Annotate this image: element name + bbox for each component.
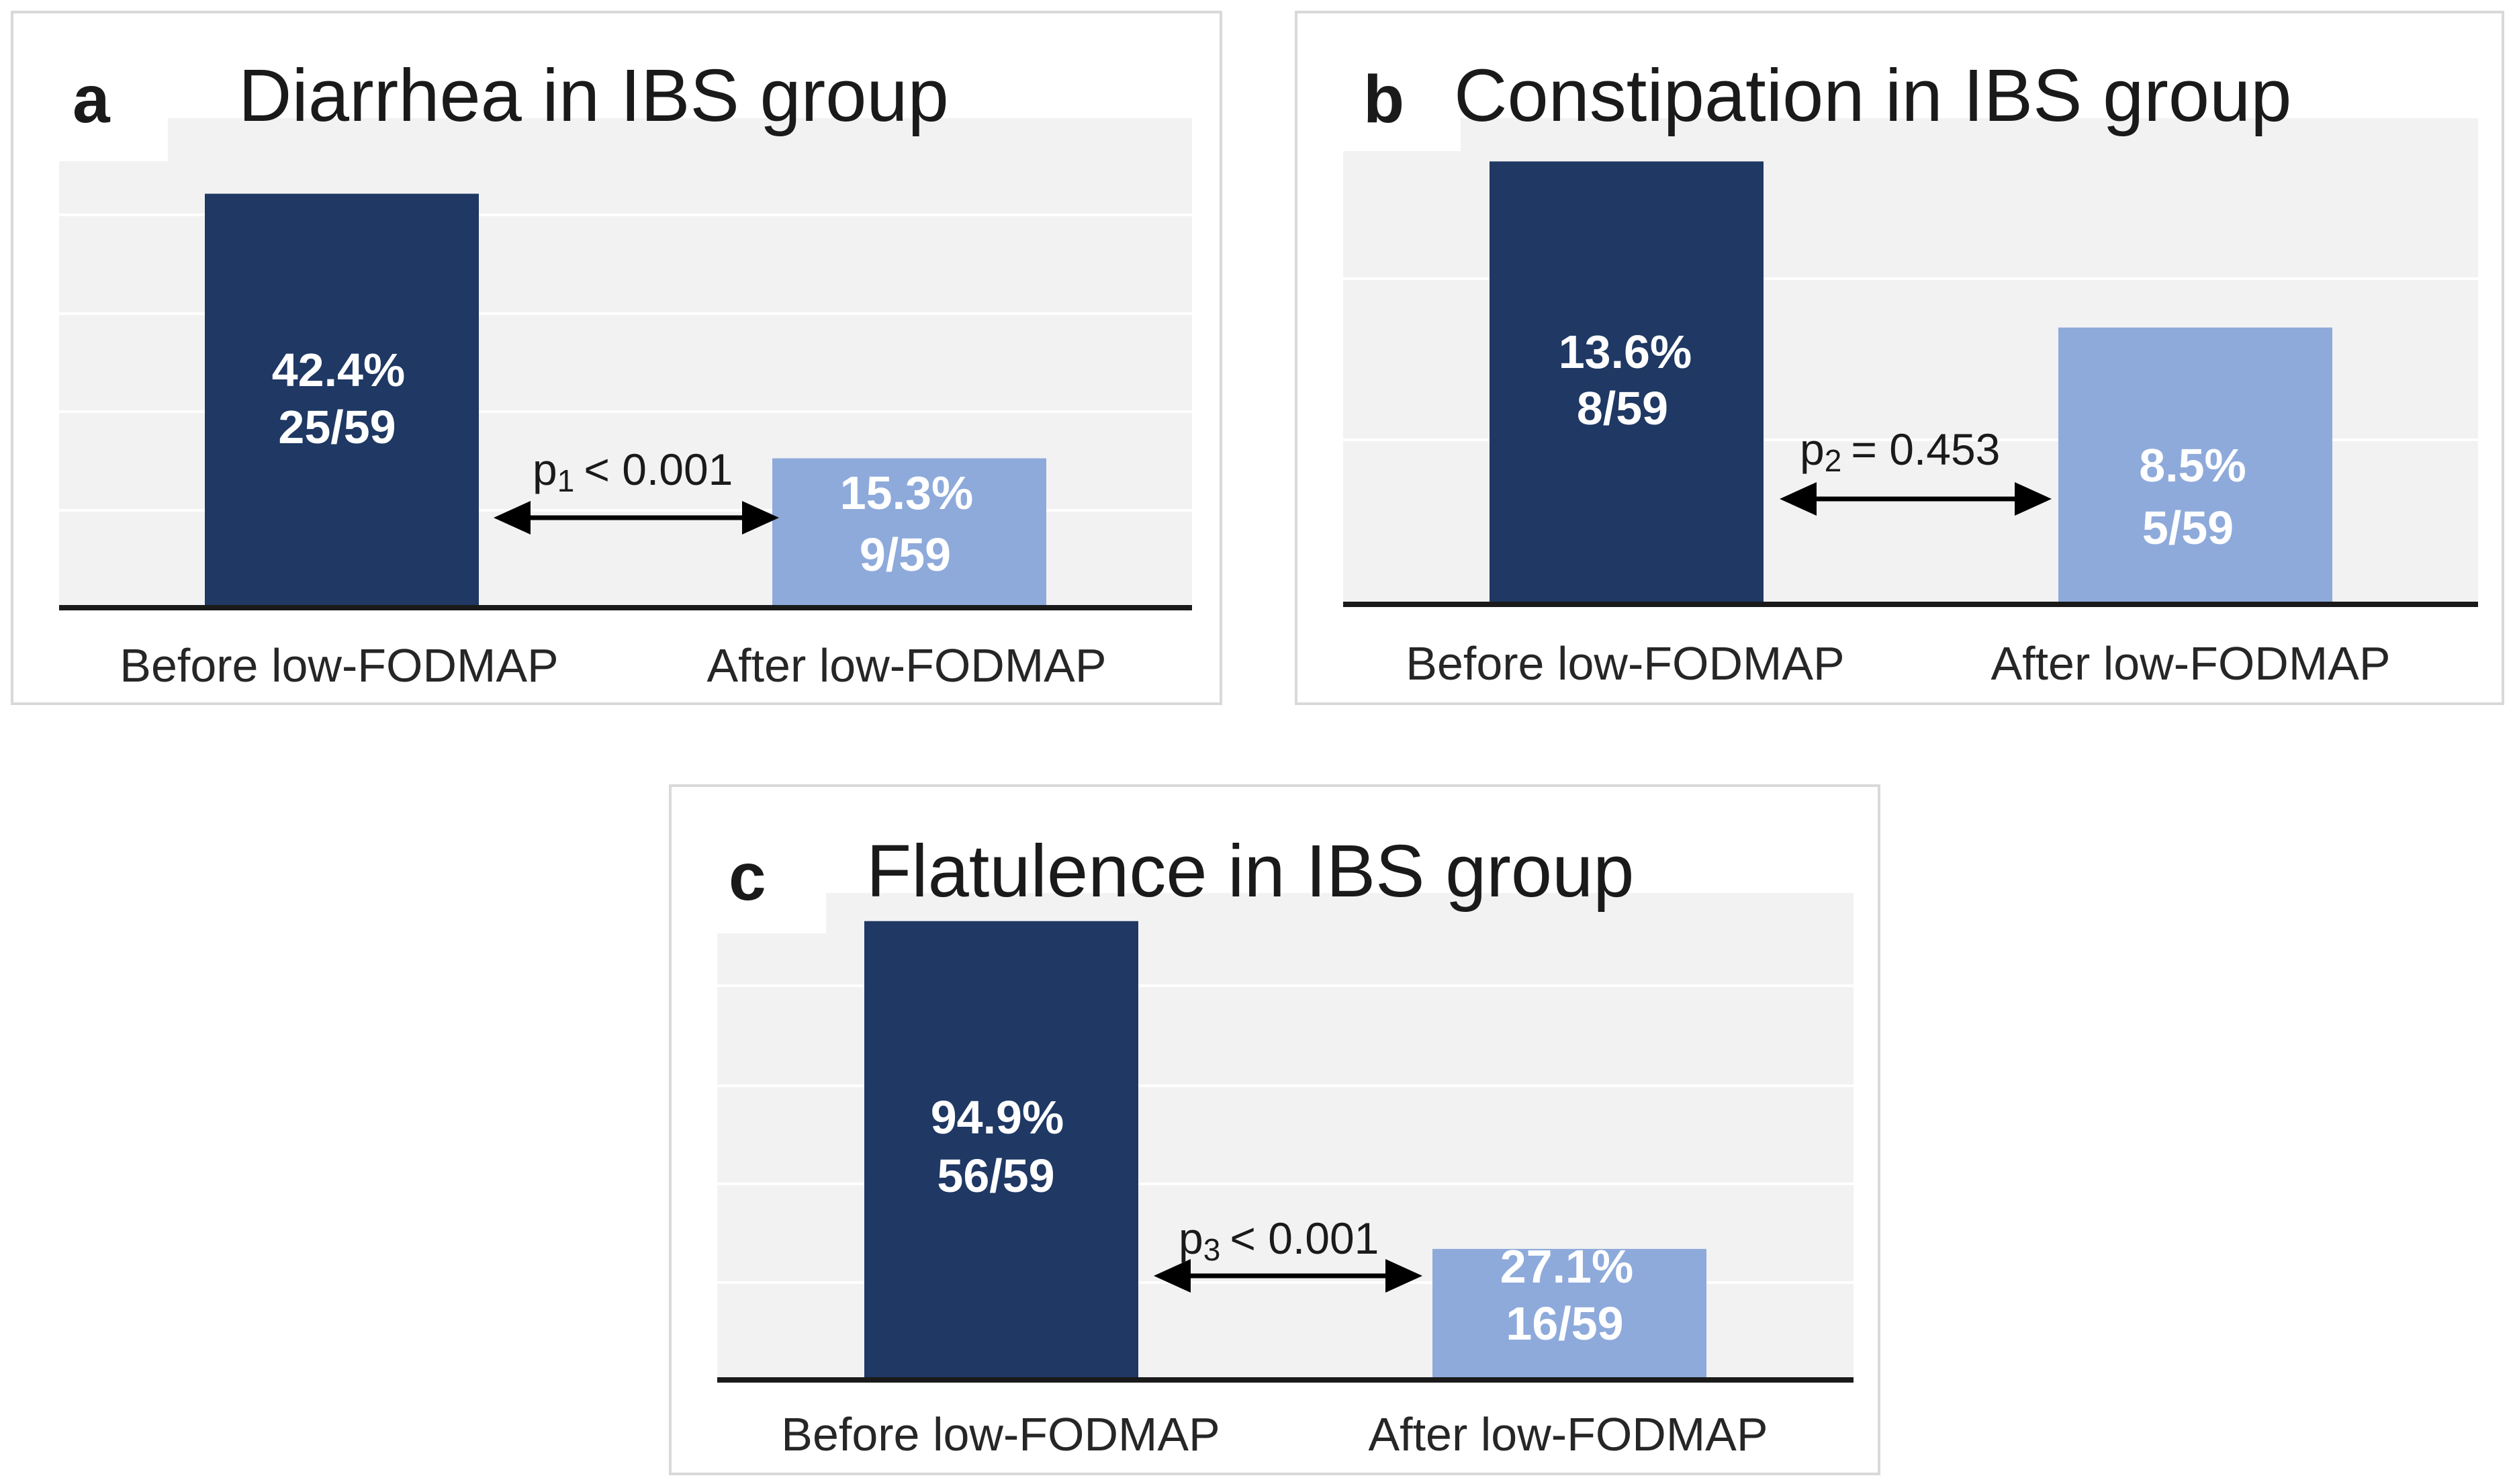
count-label-before: 56/59: [937, 1150, 1054, 1202]
bar-before: [1490, 161, 1764, 604]
value-label-before: 94.9%: [931, 1091, 1064, 1144]
p-relation: < 0.001: [584, 445, 733, 494]
value-label-before: 42.4%: [272, 344, 405, 396]
category-label-before: Before low-FODMAP: [1406, 637, 1844, 690]
category-label-after: After low-FODMAP: [1368, 1408, 1768, 1460]
value-label-after: 8.5%: [2139, 439, 2246, 492]
panel-letter: c: [729, 839, 766, 915]
p-subscript: 2: [1825, 443, 1842, 478]
value-label-before: 13.6%: [1559, 326, 1692, 378]
panel-b: b Constipation in IBS group 13.6% 8/59 8…: [1295, 11, 2504, 705]
arrow-head-right: [1385, 1259, 1422, 1293]
category-label-after: After low-FODMAP: [706, 639, 1106, 692]
category-label-before: Before low-FODMAP: [120, 639, 558, 692]
panel-letter: b: [1363, 62, 1404, 137]
arrow-head-left: [1780, 482, 1817, 516]
count-label-after: 16/59: [1506, 1297, 1623, 1350]
panel-c: c Flatulence in IBS group 94.9% 56/59 27…: [669, 784, 1880, 1475]
p-value-label: p2 = 0.453: [1800, 424, 2000, 478]
arrow-head-right: [2015, 482, 2052, 516]
bar-after: [2058, 327, 2332, 604]
p-relation: < 0.001: [1230, 1213, 1379, 1263]
chart-title: Flatulence in IBS group: [866, 830, 1634, 913]
bar-before: [864, 921, 1138, 1380]
count-label-before: 8/59: [1577, 382, 1668, 434]
bar-after: [1432, 1248, 1706, 1380]
p-value-label: p3 < 0.001: [1179, 1213, 1379, 1267]
category-label-before: Before low-FODMAP: [781, 1408, 1220, 1460]
value-label-after: 15.3%: [840, 467, 973, 519]
count-label-before: 25/59: [278, 401, 396, 453]
panel-a: a Diarrhea in IBS group 42.4% 25/59 15.3…: [11, 11, 1222, 705]
arrow-head-left: [494, 501, 531, 535]
p-subscript: 3: [1203, 1232, 1221, 1267]
chart-title: Diarrhea in IBS group: [238, 54, 949, 137]
p-value-label: p1 < 0.001: [533, 445, 733, 498]
p-relation: = 0.453: [1851, 424, 2000, 474]
count-label-after: 9/59: [860, 528, 951, 581]
panel-letter: a: [73, 62, 111, 137]
p-subscript: 1: [557, 463, 575, 498]
arrow-head-left: [1154, 1259, 1191, 1293]
value-label-after: 27.1%: [1500, 1240, 1633, 1293]
arrow-head-right: [742, 501, 779, 535]
count-label-after: 5/59: [2142, 502, 2234, 554]
category-label-after: After low-FODMAP: [1991, 637, 2390, 690]
bar-after: [772, 458, 1046, 608]
bar-before: [205, 193, 479, 608]
chart-title: Constipation in IBS group: [1454, 54, 2291, 137]
